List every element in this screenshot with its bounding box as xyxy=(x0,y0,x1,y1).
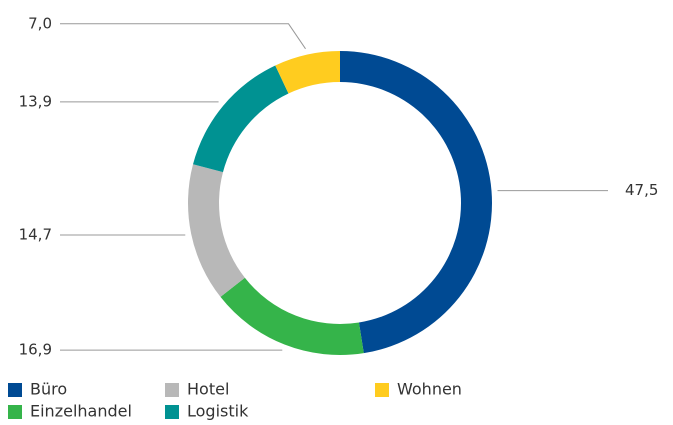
data-label: 14,7 xyxy=(19,226,52,244)
legend-label: Hotel xyxy=(187,380,229,399)
legend-label: Wohnen xyxy=(397,380,462,399)
data-label: 7,0 xyxy=(28,14,52,32)
slice xyxy=(193,65,289,173)
legend-swatch xyxy=(165,405,179,419)
legend-label: Büro xyxy=(30,380,67,399)
legend-swatch xyxy=(375,383,389,397)
slice xyxy=(187,164,245,297)
slice xyxy=(275,51,340,94)
data-label: 13,9 xyxy=(19,92,52,110)
slice xyxy=(340,51,493,354)
leader-line xyxy=(60,23,306,50)
data-label: 16,9 xyxy=(19,341,52,359)
legend-label: Logistik xyxy=(187,402,249,421)
legend-swatch xyxy=(8,405,22,419)
legend-label: Einzelhandel xyxy=(30,402,132,421)
data-label: 47,5 xyxy=(625,181,658,199)
legend-swatch xyxy=(165,383,179,397)
legend-swatch xyxy=(8,383,22,397)
slice xyxy=(220,277,364,355)
